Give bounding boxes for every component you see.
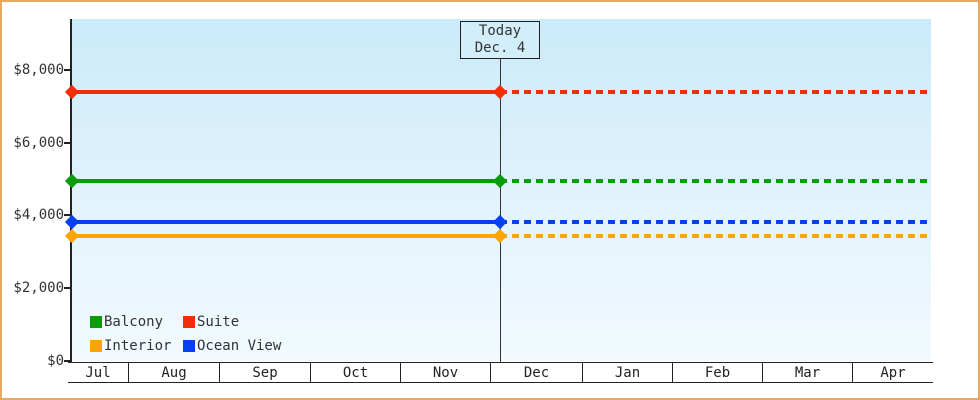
legend-swatch-icon bbox=[183, 316, 195, 328]
month-cell: Aug bbox=[128, 363, 219, 382]
legend-item: Ocean View bbox=[183, 339, 281, 353]
series-line-dashed bbox=[500, 233, 931, 238]
month-cell: Jul bbox=[85, 364, 111, 381]
legend-swatch-icon bbox=[90, 340, 102, 352]
y-tick-label: $6,000 bbox=[13, 134, 64, 151]
series-line-solid bbox=[72, 219, 500, 224]
y-tick-mark bbox=[64, 214, 71, 217]
legend-label: Ocean View bbox=[197, 338, 282, 354]
y-tick-mark bbox=[64, 286, 71, 289]
y-tick-label: $8,000 bbox=[13, 62, 64, 78]
plot-area bbox=[72, 19, 931, 361]
legend-item: Interior bbox=[90, 339, 171, 353]
month-cell: Mar bbox=[762, 363, 852, 382]
month-cell: Sep bbox=[219, 363, 310, 382]
legend-label: Balcony bbox=[104, 314, 164, 330]
today-line bbox=[500, 59, 501, 362]
month-cell: Apr bbox=[852, 363, 933, 382]
y-axis bbox=[70, 19, 72, 362]
month-cell: Nov bbox=[400, 363, 490, 382]
legend-item: Suite bbox=[183, 315, 239, 329]
series-line-dashed bbox=[500, 179, 931, 184]
month-cell: Feb bbox=[672, 363, 762, 382]
y-tick-mark bbox=[64, 69, 71, 71]
month-cell: Jan bbox=[582, 363, 672, 382]
legend-label: Interior bbox=[104, 338, 172, 354]
series-line-solid bbox=[72, 179, 500, 184]
month-cell: Dec bbox=[490, 363, 582, 382]
y-tick-label: $0 bbox=[47, 352, 64, 369]
today-date: Dec. 4 bbox=[474, 40, 526, 56]
series-line-solid bbox=[72, 89, 500, 94]
legend-swatch-icon bbox=[183, 340, 195, 352]
y-tick-mark bbox=[64, 359, 71, 362]
series-line-dashed bbox=[500, 89, 931, 94]
today-marker-box: Today Dec. 4 bbox=[460, 21, 540, 59]
y-tick-label: $2,000 bbox=[13, 279, 64, 296]
x-axis-month-band: Jul Aug Sep Oct Nov Dec Jan Feb Mar Apr bbox=[68, 362, 933, 383]
y-tick-label: $4,000 bbox=[13, 207, 64, 224]
series-line-solid bbox=[72, 233, 500, 238]
y-tick-mark bbox=[64, 141, 71, 144]
legend-label: Suite bbox=[197, 314, 240, 330]
series-line-dashed bbox=[500, 219, 931, 224]
month-cell: Oct bbox=[310, 363, 400, 382]
today-label: Today bbox=[478, 23, 522, 39]
legend-swatch-icon bbox=[90, 316, 102, 328]
legend-item: Balcony bbox=[90, 315, 163, 329]
